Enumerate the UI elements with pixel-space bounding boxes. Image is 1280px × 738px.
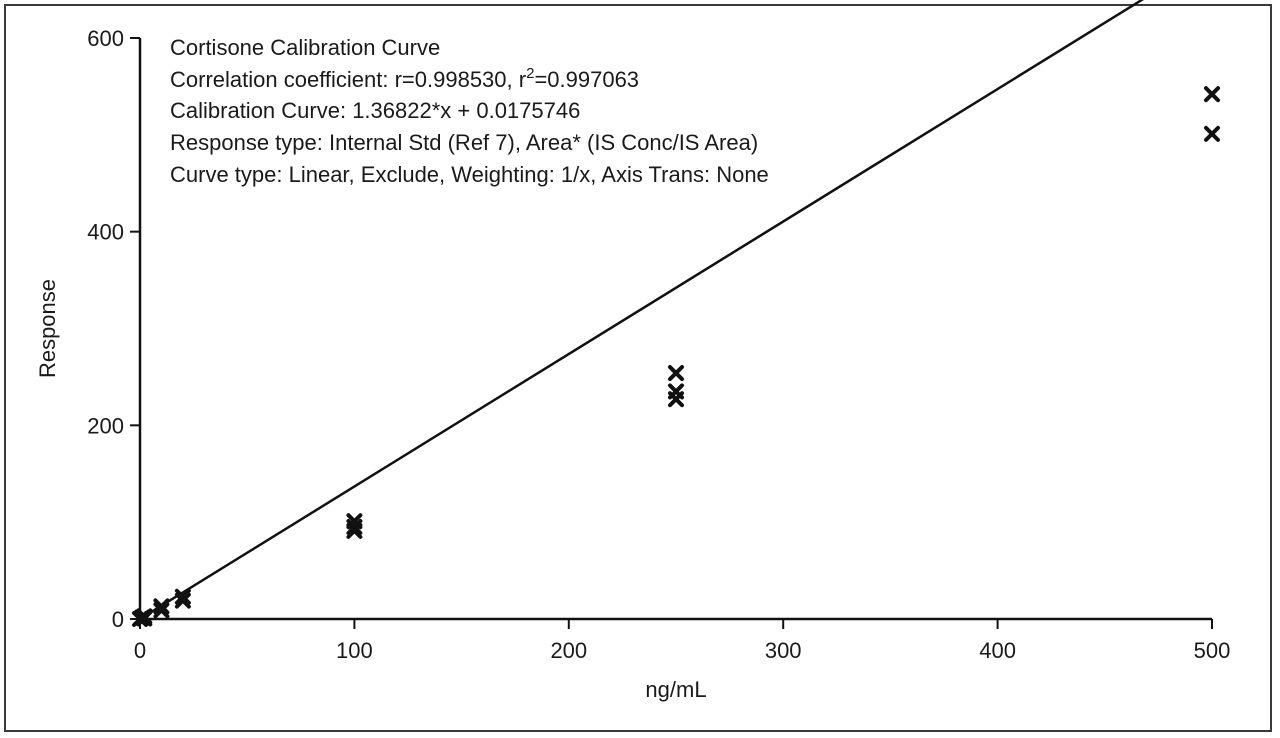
data-point-marker [1204,125,1220,142]
x-tick-label: 400 [979,638,1016,663]
data-point-marker [346,513,363,530]
data-point-marker [1204,86,1220,103]
annotation-correlation-prefix: Correlation coefficient: r=0.998530, r [170,67,526,92]
annotation-correlation-suffix: =0.997063 [534,67,639,92]
annotation-title: Cortisone Calibration Curve [170,35,440,60]
x-tick-label: 300 [765,638,802,663]
chart-frame [4,4,1272,732]
chart-annotations: Cortisone Calibration Curve Correlation … [170,35,769,187]
annotation-correlation: Correlation coefficient: r=0.998530, r2=… [170,65,639,92]
data-points [132,86,1220,627]
y-tick-label: 600 [87,26,124,51]
y-tick-label: 0 [112,607,124,632]
x-axis-title: ng/mL [645,677,706,702]
calibration-fit-line [139,0,1145,621]
y-tick-label: 200 [87,413,124,438]
annotation-correlation-sup: 2 [526,65,534,82]
annotation-equation: Calibration Curve: 1.36822*x + 0.0175746 [170,98,580,123]
data-point-marker [668,383,684,400]
data-point-marker [153,602,170,619]
y-tick-label: 400 [87,220,124,245]
y-axis-title: Response [35,279,60,378]
data-point-marker [136,610,153,627]
x-tick-label: 100 [336,638,373,663]
data-point-marker [153,598,170,615]
x-ticks: 0 100 200 300 400 500 [134,619,1230,663]
x-tick-label: 500 [1194,638,1231,663]
x-tick-label: 200 [550,638,587,663]
data-point-marker [174,592,191,609]
annotation-response-type: Response type: Internal Std (Ref 7), Are… [170,130,758,155]
data-point-marker [668,365,684,382]
data-point-marker [174,588,191,605]
annotation-curve-type: Curve type: Linear, Exclude, Weighting: … [170,162,769,187]
y-ticks: 0 200 400 600 [87,26,140,632]
x-tick-label: 0 [134,638,146,663]
